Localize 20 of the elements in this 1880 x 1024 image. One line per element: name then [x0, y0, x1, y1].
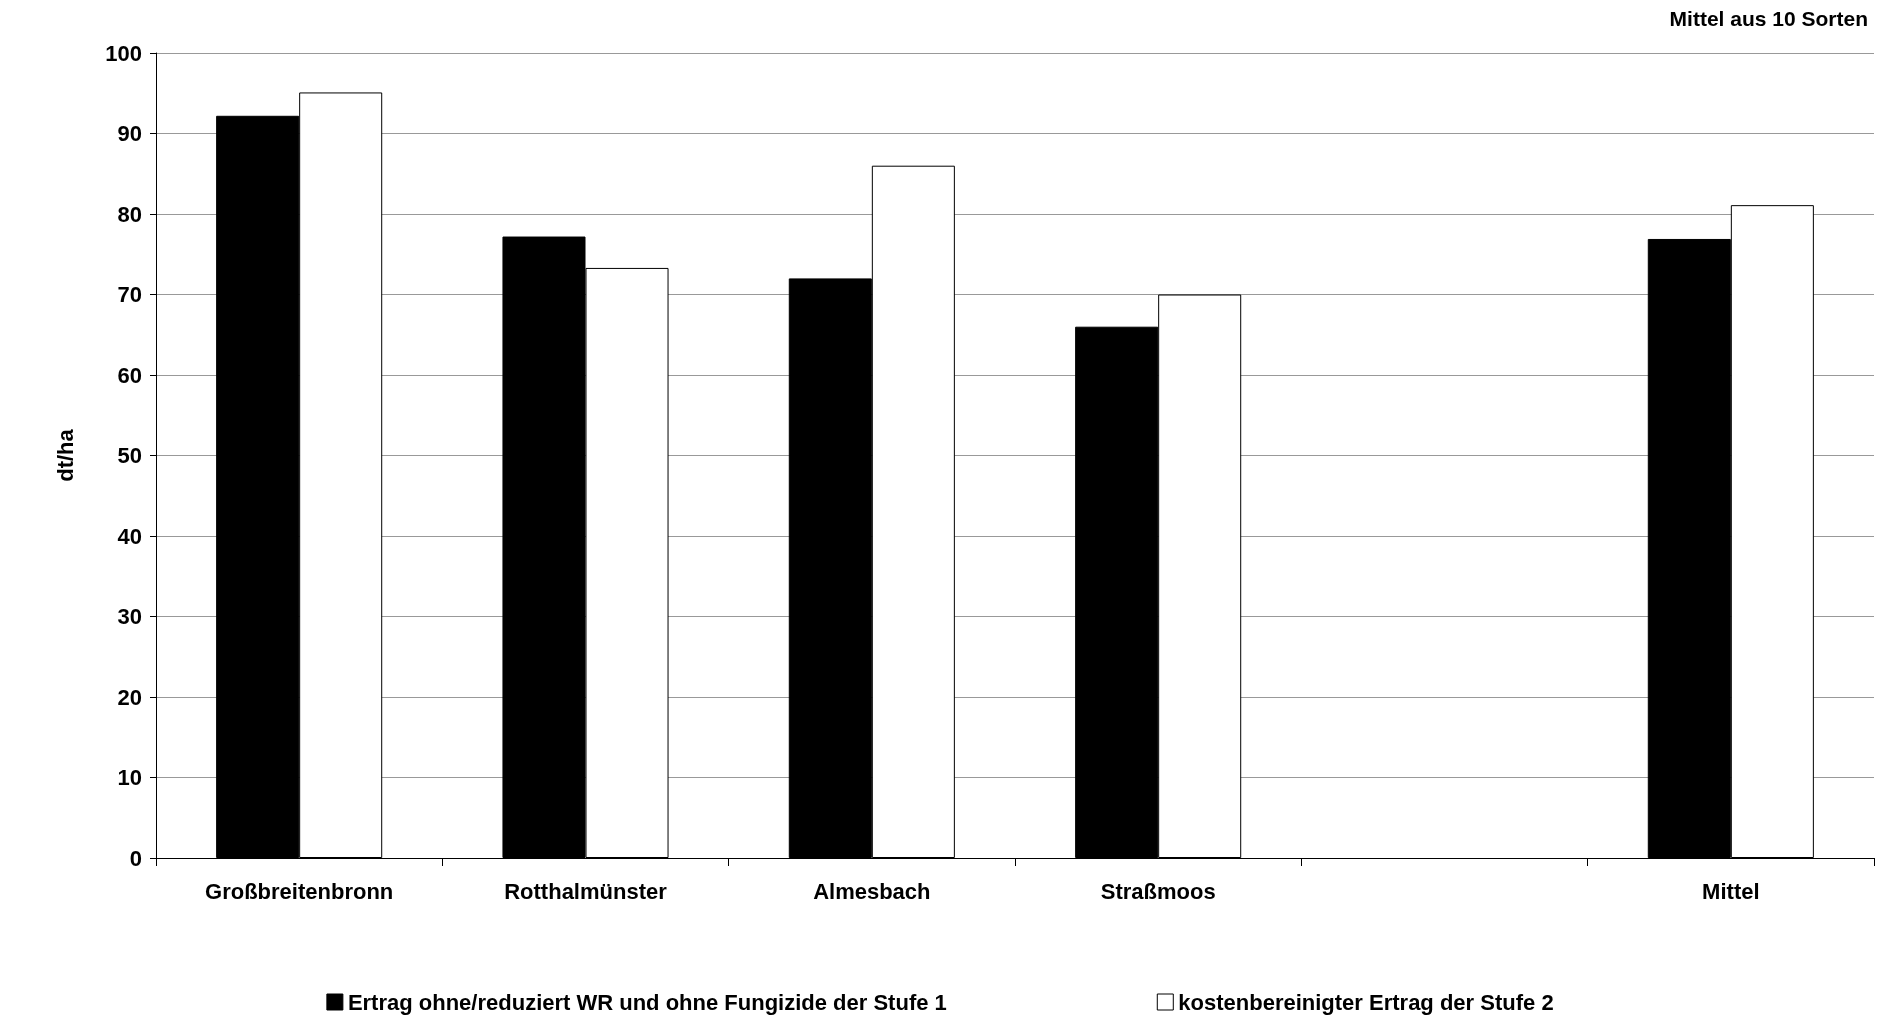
- y-axis-title: dt/ha: [52, 428, 78, 482]
- x-tick-label: Straßmoos: [1100, 878, 1216, 904]
- y-tick-label: 40: [117, 523, 142, 549]
- legend-label: Ertrag ohne/reduziert WR und ohne Fungizide der Stufe 1: [347, 989, 947, 1015]
- y-tick-label: 10: [117, 765, 142, 790]
- y-tick-label: 50: [117, 443, 142, 468]
- y-tick-label: 100: [105, 40, 142, 66]
- y-tick-label: 90: [117, 121, 142, 146]
- y-tick-label: 70: [117, 282, 142, 307]
- y-tick-label: 60: [117, 362, 142, 388]
- y-tick-label: 20: [117, 684, 142, 710]
- x-tick-label: Almesbach: [813, 878, 931, 904]
- y-tick-label: 30: [117, 604, 142, 629]
- y-tick-label: 0: [129, 845, 142, 871]
- x-tick-label: Rotthalmünster: [504, 878, 668, 904]
- legend-label: kostenbereinigter Ertrag der Stufe 2: [1178, 989, 1554, 1015]
- x-tick-label: Mittel: [1702, 878, 1760, 904]
- x-tick-label: Großbreitenbronn: [205, 878, 394, 904]
- y-tick-label: 80: [117, 201, 142, 227]
- text: Mittel aus 10 Sorten: [1669, 7, 1869, 30]
